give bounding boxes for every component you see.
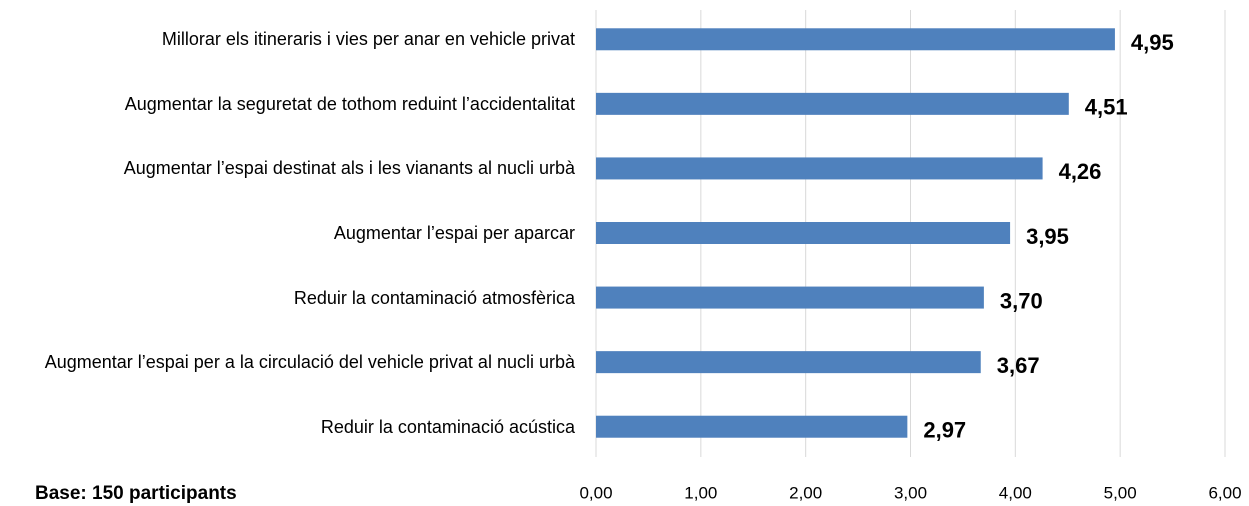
category-label: Millorar els itineraris i vies per anar … (161, 29, 575, 50)
category-label: Reduir la contaminació atmosfèrica (293, 287, 575, 308)
category-label: Augmentar l’espai per a la circulació de… (44, 352, 575, 373)
bar (596, 92, 1069, 115)
x-tick-label: 1,00 (684, 483, 717, 502)
category-label: Augmentar la seguretat de tothom reduint… (124, 93, 575, 114)
value-label: 3,95 (1026, 224, 1069, 249)
bar (596, 351, 981, 374)
value-label: 4,95 (1131, 30, 1174, 55)
category-label: Augmentar l’espai destinat als i les via… (123, 158, 575, 179)
x-tick-label: 4,00 (999, 483, 1032, 502)
category-label: Augmentar l’espai per aparcar (333, 223, 575, 243)
x-tick-label: 2,00 (789, 483, 822, 502)
value-label: 4,26 (1059, 159, 1102, 184)
bar (596, 286, 984, 309)
x-tick-label: 0,00 (579, 483, 612, 502)
x-tick-label: 5,00 (1104, 483, 1137, 502)
bar (596, 222, 1011, 244)
bar (596, 415, 908, 438)
value-label: 2,97 (923, 418, 966, 443)
x-tick-label: 3,00 (894, 483, 927, 502)
x-tick-label: 6,00 (1208, 483, 1241, 502)
value-label: 3,70 (1000, 288, 1043, 313)
category-label: Reduir la contaminació acústica (320, 416, 575, 437)
bar (596, 157, 1043, 180)
value-label: 3,67 (997, 353, 1040, 378)
value-label: 4,51 (1085, 95, 1128, 120)
footnote: Base: 150 participants (35, 483, 237, 504)
bar (596, 28, 1115, 51)
